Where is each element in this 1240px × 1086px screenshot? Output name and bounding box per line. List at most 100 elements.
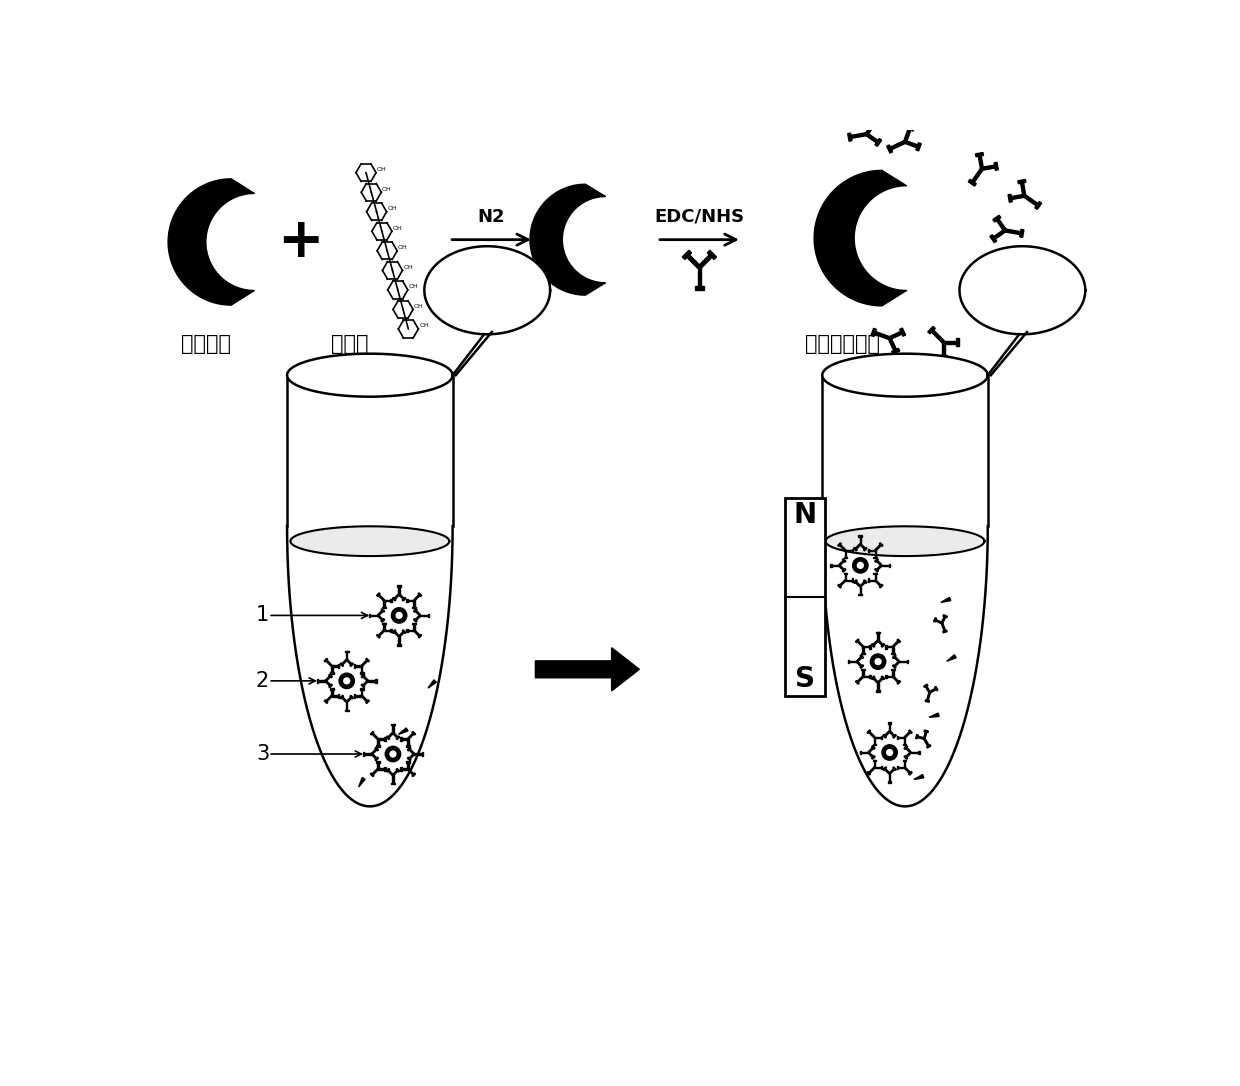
Polygon shape bbox=[408, 769, 414, 775]
Text: OH: OH bbox=[382, 187, 392, 191]
Polygon shape bbox=[378, 768, 384, 770]
Polygon shape bbox=[382, 607, 386, 608]
Polygon shape bbox=[374, 757, 378, 761]
Polygon shape bbox=[407, 740, 409, 746]
Polygon shape bbox=[996, 218, 1007, 231]
Polygon shape bbox=[363, 753, 365, 756]
Polygon shape bbox=[919, 750, 920, 755]
Polygon shape bbox=[378, 630, 384, 636]
Polygon shape bbox=[926, 745, 931, 748]
Polygon shape bbox=[874, 737, 875, 745]
Polygon shape bbox=[428, 614, 429, 617]
Text: EDC/NHS: EDC/NHS bbox=[655, 207, 744, 226]
Polygon shape bbox=[408, 757, 410, 761]
Polygon shape bbox=[392, 732, 398, 738]
Polygon shape bbox=[861, 655, 863, 658]
Polygon shape bbox=[893, 665, 897, 668]
Polygon shape bbox=[405, 745, 409, 747]
Polygon shape bbox=[424, 247, 551, 334]
Polygon shape bbox=[909, 771, 913, 775]
Polygon shape bbox=[924, 738, 930, 747]
Polygon shape bbox=[405, 761, 409, 762]
Polygon shape bbox=[868, 550, 875, 551]
Polygon shape bbox=[362, 680, 368, 686]
Polygon shape bbox=[838, 543, 842, 546]
Polygon shape bbox=[428, 680, 436, 689]
Polygon shape bbox=[169, 179, 254, 305]
Polygon shape bbox=[698, 267, 702, 288]
Polygon shape bbox=[340, 695, 343, 699]
Polygon shape bbox=[889, 140, 905, 150]
Polygon shape bbox=[968, 179, 976, 186]
Polygon shape bbox=[363, 754, 372, 755]
Polygon shape bbox=[925, 685, 930, 693]
Polygon shape bbox=[848, 134, 852, 141]
Polygon shape bbox=[339, 664, 340, 668]
Polygon shape bbox=[857, 661, 862, 667]
Polygon shape bbox=[888, 781, 892, 783]
Polygon shape bbox=[877, 691, 880, 692]
Polygon shape bbox=[355, 666, 362, 667]
Polygon shape bbox=[826, 527, 985, 556]
Polygon shape bbox=[290, 527, 449, 556]
Text: N2: N2 bbox=[477, 207, 505, 226]
Polygon shape bbox=[897, 681, 900, 684]
Polygon shape bbox=[859, 536, 861, 544]
Polygon shape bbox=[859, 750, 861, 755]
Polygon shape bbox=[822, 526, 988, 807]
Polygon shape bbox=[361, 695, 368, 703]
Polygon shape bbox=[358, 778, 365, 787]
Polygon shape bbox=[330, 689, 334, 690]
Polygon shape bbox=[401, 768, 408, 770]
Polygon shape bbox=[874, 573, 875, 580]
Polygon shape bbox=[903, 744, 906, 745]
Polygon shape bbox=[897, 735, 898, 740]
Polygon shape bbox=[904, 756, 908, 759]
Polygon shape bbox=[372, 733, 378, 740]
Polygon shape bbox=[398, 586, 399, 594]
Polygon shape bbox=[854, 581, 861, 588]
Polygon shape bbox=[401, 767, 402, 771]
Polygon shape bbox=[377, 740, 378, 746]
Polygon shape bbox=[852, 548, 853, 553]
Polygon shape bbox=[288, 354, 453, 396]
Polygon shape bbox=[934, 618, 936, 622]
Polygon shape bbox=[906, 126, 914, 131]
Polygon shape bbox=[873, 331, 890, 340]
Polygon shape bbox=[324, 699, 327, 704]
Text: OH: OH bbox=[398, 245, 408, 250]
Polygon shape bbox=[893, 677, 899, 683]
Polygon shape bbox=[386, 736, 389, 740]
Polygon shape bbox=[883, 767, 887, 770]
Polygon shape bbox=[360, 672, 363, 673]
Polygon shape bbox=[407, 762, 409, 769]
Polygon shape bbox=[398, 631, 404, 637]
Circle shape bbox=[853, 558, 868, 573]
Circle shape bbox=[882, 745, 898, 760]
Polygon shape bbox=[879, 584, 883, 588]
Polygon shape bbox=[848, 661, 857, 662]
Polygon shape bbox=[873, 678, 879, 683]
Polygon shape bbox=[339, 694, 340, 697]
Polygon shape bbox=[993, 299, 1008, 305]
Polygon shape bbox=[990, 235, 997, 242]
Polygon shape bbox=[882, 565, 890, 566]
Polygon shape bbox=[843, 572, 847, 574]
Polygon shape bbox=[392, 724, 393, 733]
Polygon shape bbox=[916, 142, 921, 151]
Polygon shape bbox=[377, 634, 381, 637]
Polygon shape bbox=[885, 674, 887, 679]
Polygon shape bbox=[893, 646, 894, 654]
Polygon shape bbox=[862, 669, 866, 670]
Polygon shape bbox=[1019, 293, 1027, 296]
Polygon shape bbox=[873, 557, 877, 558]
Circle shape bbox=[392, 608, 407, 623]
Polygon shape bbox=[868, 747, 874, 753]
Polygon shape bbox=[852, 579, 853, 582]
Polygon shape bbox=[384, 737, 386, 741]
Polygon shape bbox=[325, 680, 331, 686]
Polygon shape bbox=[872, 746, 875, 749]
Polygon shape bbox=[1019, 229, 1024, 238]
Polygon shape bbox=[382, 622, 386, 624]
Polygon shape bbox=[402, 630, 405, 633]
